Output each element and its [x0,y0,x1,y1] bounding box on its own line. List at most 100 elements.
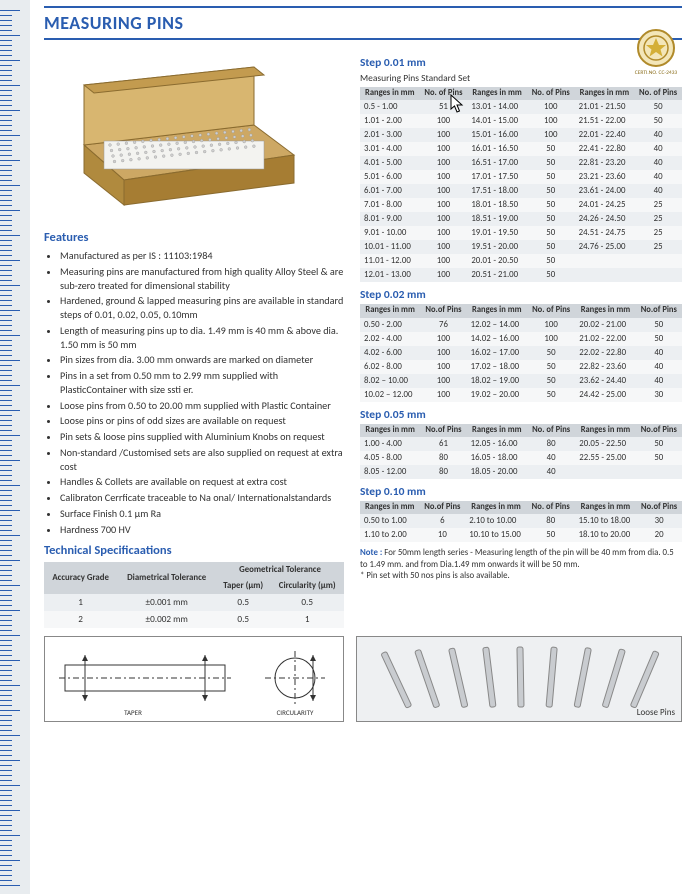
table-cell: 50 [527,198,575,212]
table-cell: 100 [420,374,466,388]
th-ranges: Ranges in mm [575,87,635,100]
table-row: 6.01 - 7.0010017.51 - 18.005023.61 - 24.… [360,184,682,198]
cert-badge: CERTI.NO. CC-2433 [632,28,680,76]
table-cell: 50 [527,254,575,268]
table-cell: 30 [636,514,682,528]
table-cell: 21.02 - 22.00 [575,332,635,346]
table-cell: 14.01 - 15.00 [467,114,527,128]
table-cell: 40 [634,184,682,198]
th-pins: No. of Pins [634,87,682,100]
table-cell: 80 [527,514,575,528]
table-cell: 50 [636,451,682,465]
spec-cell: ±0.002 mm [117,611,216,628]
step-010-table: Ranges in mm No.of Pins Ranges in mm No.… [360,501,682,542]
feature-item: Hardness 700 HV [60,523,344,537]
feature-item: Surface Finish 0.1 µm Ra [60,507,344,521]
th-ranges: Ranges in mm [467,87,527,100]
table-cell: 40 [634,156,682,170]
tolerance-diagram-svg: TAPER CIRCULARITY [45,637,345,721]
table-cell: 18.10 to 20.00 [575,528,637,542]
table-cell: 50 [527,212,575,226]
th-pins: No. of Pins [527,87,575,100]
table-row: 1.10 to 2.001010.10 to 15.005018.10 to 2… [360,528,682,542]
table-cell: 50 [636,318,682,332]
table-cell: 50 [527,374,575,388]
table-cell: 1.00 - 4.00 [360,437,420,451]
step-005-title: Step 0.05 mm [360,408,682,422]
spec-cell: 0.5 [216,594,270,611]
table-cell: 50 [527,346,575,360]
th-pins: No.of Pins [420,424,466,437]
table-cell: 11.01 - 12.00 [360,254,420,268]
table-cell: 50 [634,114,682,128]
tolerance-diagram: TAPER CIRCULARITY [44,636,344,722]
table-cell: 2.02 - 4.00 [360,332,420,346]
note-body: For 50mm length series - Measuring lengt… [360,548,674,569]
table-cell: 50 [527,528,575,542]
table-cell: 50 [527,142,575,156]
feature-item: Loose pins or pins of odd sizes are avai… [60,414,344,428]
step-010-title: Step 0.10 mm [360,485,682,499]
table-cell: 10.10 to 15.00 [465,528,527,542]
th-pins: No. of Pins [527,424,575,437]
step-002-table: Ranges in mm No.of Pins Ranges in mm No.… [360,304,682,401]
table-cell: 100 [420,198,468,212]
table-cell: 100 [527,332,575,346]
table-cell: 15.10 to 18.00 [575,514,637,528]
th-pins: No. of Pins [420,87,468,100]
th-pins: No. of Pins [527,304,575,317]
table-cell: 100 [527,114,575,128]
table-cell: 2.10 to 10.00 [465,514,527,528]
table-cell: 12.01 - 13.00 [360,268,420,282]
table-cell: 4.05 - 8.00 [360,451,420,465]
table-row: 2.02 - 4.0010014.02 – 16.0010021.02 - 22… [360,332,682,346]
table-cell: 16.05 - 18.00 [467,451,527,465]
table-cell: 21.01 - 21.50 [575,100,635,114]
table-cell: 51 [420,100,468,114]
table-cell: 19.51 - 20.00 [467,240,527,254]
table-cell: 10.01 - 11.00 [360,240,420,254]
th-pins: No.of Pins [636,304,682,317]
table-cell: 25 [634,240,682,254]
table-row: 10.01 - 11.0010019.51 - 20.005024.76 - 2… [360,240,682,254]
table-cell: 20.02 - 21.00 [575,318,635,332]
table-cell: 0.50 - 2.00 [360,318,420,332]
diagram-taper-label: TAPER [124,708,142,717]
table-cell: 24.51 - 24.75 [575,226,635,240]
table-cell: 17.51 - 18.00 [467,184,527,198]
table-cell: 100 [420,332,466,346]
table-cell: 40 [636,374,682,388]
table-row: 7.01 - 8.0010018.01 - 18.505024.01 - 24.… [360,198,682,212]
table-cell: 2.01 - 3.00 [360,128,420,142]
table-cell: 50 [527,184,575,198]
table-row: 10.02 – 12.0010019.02 – 20.005024.42 - 2… [360,388,682,402]
table-cell: 61 [420,437,466,451]
table-cell: 100 [420,254,468,268]
spec-cell: 2 [44,611,117,628]
spec-cell: 1 [44,594,117,611]
table-cell: 80 [527,437,575,451]
feature-item: Loose pins from 0.50 to 20.00 mm supplie… [60,399,344,413]
page-title: MEASURING PINS [44,12,682,34]
table-cell: 25 [634,198,682,212]
table-cell [575,465,635,479]
table-cell: 12.05 - 16.00 [467,437,527,451]
note-label: Note : [360,548,382,558]
step-002-title: Step 0.02 mm [360,288,682,302]
table-row: 5.01 - 6.0010017.01 - 17.505023.21 - 23.… [360,170,682,184]
feature-item: Non-standard /Customised sets are also s… [60,446,344,474]
table-cell [634,254,682,268]
product-image [54,50,314,220]
th-ranges: Ranges in mm [360,304,420,317]
features-heading: Features [44,230,344,245]
table-cell: 100 [420,346,466,360]
table-cell: 1.10 to 2.00 [360,528,419,542]
table-cell: 100 [420,114,468,128]
table-row: 3.01 - 4.0010016.01 - 16.505022.41 - 22.… [360,142,682,156]
table-row: 0.50 to 1.0062.10 to 10.008015.10 to 18.… [360,514,682,528]
table-row: 2.01 - 3.0010015.01 - 16.0010022.01 - 22… [360,128,682,142]
table-cell: 50 [636,437,682,451]
table-cell: 25 [634,226,682,240]
table-cell: 8.05 - 12.00 [360,465,420,479]
table-cell: 3.01 - 4.00 [360,142,420,156]
